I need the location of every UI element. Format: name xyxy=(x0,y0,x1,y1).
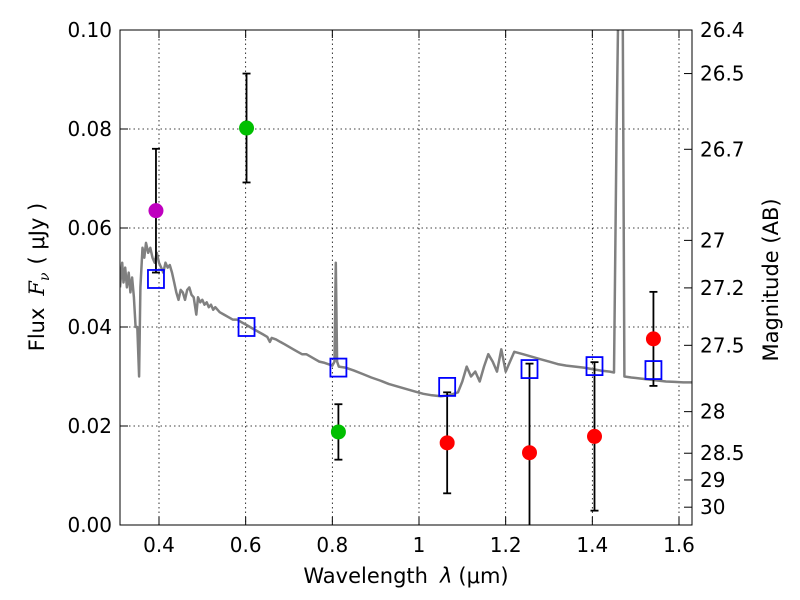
x-tick-label: 0.6 xyxy=(230,533,262,557)
x-axis-label: Wavelength λ (μm) xyxy=(303,564,508,588)
model-square xyxy=(329,357,348,378)
y-tick-label: 0.06 xyxy=(67,216,112,240)
y-tick-label: 0.04 xyxy=(67,315,112,339)
observed-point xyxy=(439,435,455,451)
axes: 0.4 0.6 0.8 1 1.2 1.4 1.6 0.00 0.02 0.04 0.06 0.08 0… xyxy=(67,18,744,557)
magnitude-tick-label: 26.7 xyxy=(700,137,745,161)
spectrum-line xyxy=(120,30,692,398)
magnitude-tick-label: 27.5 xyxy=(700,333,745,357)
y-tick-label: 0.08 xyxy=(67,117,112,141)
magnitude-tick-label: 28 xyxy=(700,400,725,424)
observed-point xyxy=(522,445,537,461)
x-tick-label: 0.8 xyxy=(316,533,348,557)
x-tick-label: 0.4 xyxy=(143,533,175,557)
y-tick-label: 0.00 xyxy=(67,513,112,537)
x-tick-label: 1.6 xyxy=(663,533,695,557)
observed-point xyxy=(148,203,164,219)
magnitude-tick-label: 27 xyxy=(700,228,725,252)
model-spectrum xyxy=(120,30,692,398)
grid xyxy=(120,30,692,525)
model-square xyxy=(147,269,165,289)
magnitude-tick-label: 26.5 xyxy=(700,62,745,86)
magnitude-tick-label: 28.5 xyxy=(700,441,745,465)
observed-point xyxy=(330,424,346,440)
magnitude-tick-label: 27.2 xyxy=(700,276,745,300)
observed-point xyxy=(645,331,661,347)
y-axis-label: FluxFν( μJy ) xyxy=(25,203,53,351)
model-square xyxy=(520,359,539,379)
observed-point xyxy=(239,120,255,136)
y-tick-label: 0.02 xyxy=(67,414,112,438)
magnitude-tick-label: 29 xyxy=(700,468,725,492)
x-tick-label: 1.4 xyxy=(576,533,608,557)
x-tick-label: 1 xyxy=(413,533,426,557)
data-points xyxy=(147,72,663,525)
model-square xyxy=(237,317,256,337)
y-tick-label: 0.10 xyxy=(67,18,112,42)
model-square xyxy=(644,360,663,380)
magnitude-tick-label: 26.4 xyxy=(700,18,745,42)
magnitude-axis-label: Magnitude (AB) xyxy=(759,198,783,361)
observed-point xyxy=(587,428,602,444)
model-square xyxy=(438,376,457,397)
plot-frame xyxy=(119,29,693,526)
model-square xyxy=(585,356,604,377)
x-tick-label: 1.2 xyxy=(490,533,522,557)
magnitude-tick-label: 30 xyxy=(700,495,725,519)
